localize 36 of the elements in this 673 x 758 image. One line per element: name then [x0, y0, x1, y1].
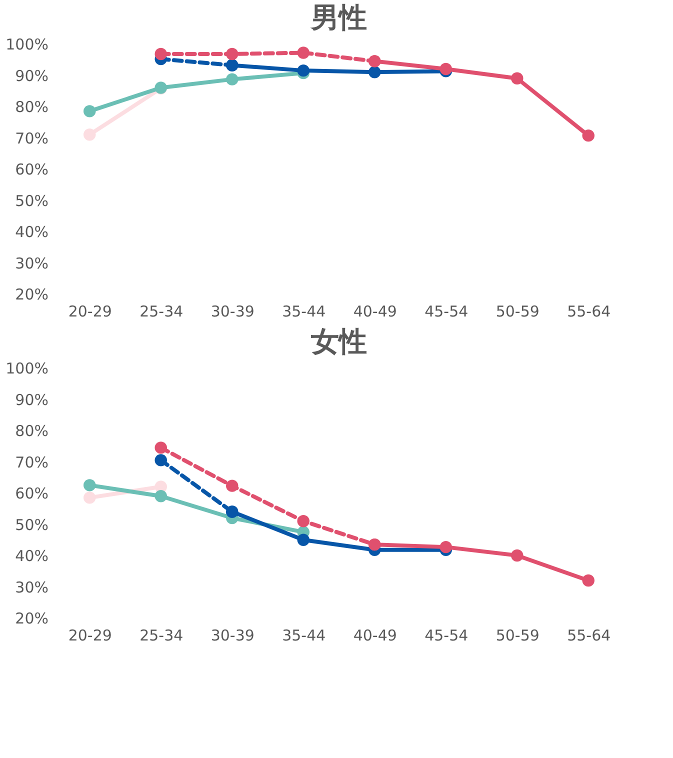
y-tick-label: 40%	[15, 547, 48, 565]
y-tick-label: 100%	[6, 360, 48, 378]
x-tick-label: 45-54	[424, 626, 468, 644]
x-tick-label: 25-34	[140, 302, 184, 320]
y-tick-label: 60%	[15, 484, 48, 502]
x-tick-label: 50-59	[496, 626, 540, 644]
x-tick-label: 35-44	[282, 626, 326, 644]
y-tick-label: 20%	[15, 610, 48, 628]
y-tick-label: 30%	[15, 254, 48, 272]
x-tick-label: 20-29	[68, 626, 112, 644]
y-tick-label: 50%	[15, 192, 48, 210]
x-tick-label: 55-64	[567, 302, 611, 320]
y-tick-label: 50%	[15, 516, 48, 534]
y-tick-label: 60%	[15, 160, 48, 178]
x-tick-label: 40-49	[353, 626, 397, 644]
y-tick-label: 100%	[6, 36, 48, 54]
x-tick-label: 50-59	[496, 302, 540, 320]
x-tick-label: 40-49	[353, 302, 397, 320]
chart-title: 女性	[310, 325, 367, 358]
y-tick-label: 20%	[15, 286, 48, 304]
x-tick-label: 30-39	[210, 626, 254, 644]
y-tick-label: 90%	[15, 390, 48, 409]
chart-title: 男性	[310, 1, 367, 34]
y-tick-label: 80%	[15, 98, 48, 116]
x-tick-label: 45-54	[424, 302, 468, 320]
x-tick-label: 20-29	[68, 302, 112, 320]
x-tick-label: 55-64	[567, 626, 611, 644]
x-tick-label: 35-44	[282, 302, 326, 320]
y-tick-label: 40%	[15, 223, 48, 241]
y-tick-label: 30%	[15, 578, 48, 596]
y-tick-label: 90%	[15, 66, 48, 85]
y-tick-label: 70%	[15, 453, 48, 472]
y-tick-label: 80%	[15, 422, 48, 440]
x-tick-label: 30-39	[210, 302, 254, 320]
y-tick-label: 70%	[15, 129, 48, 148]
x-tick-label: 25-34	[140, 626, 184, 644]
